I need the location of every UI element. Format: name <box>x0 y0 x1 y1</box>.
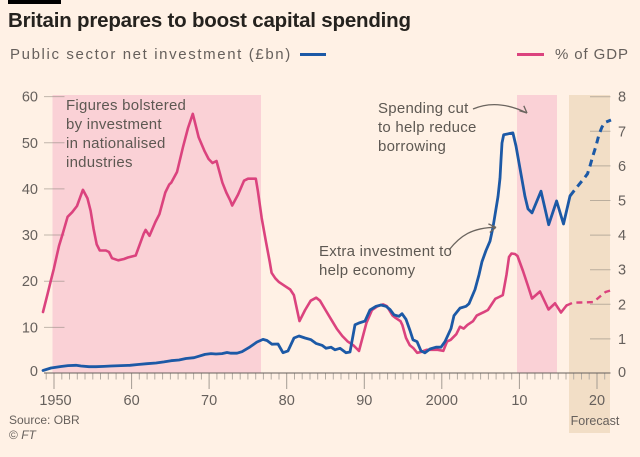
svg-text:20: 20 <box>22 274 38 290</box>
svg-text:60: 60 <box>22 90 38 106</box>
svg-text:30: 30 <box>22 228 38 244</box>
svg-text:0: 0 <box>30 364 38 380</box>
svg-text:1: 1 <box>618 332 626 348</box>
svg-text:2: 2 <box>618 297 626 313</box>
svg-text:60: 60 <box>124 393 140 409</box>
svg-text:90: 90 <box>356 393 372 409</box>
svg-text:8: 8 <box>618 90 626 106</box>
svg-text:80: 80 <box>279 393 295 409</box>
svg-text:3: 3 <box>618 263 626 279</box>
svg-text:5: 5 <box>618 194 626 210</box>
svg-text:7: 7 <box>618 124 626 140</box>
svg-text:10: 10 <box>22 320 38 336</box>
svg-text:6: 6 <box>618 159 626 175</box>
svg-text:40: 40 <box>22 182 38 198</box>
svg-text:0: 0 <box>618 365 626 381</box>
svg-text:20: 20 <box>589 393 605 409</box>
svg-text:50: 50 <box>22 136 38 152</box>
svg-text:1950: 1950 <box>39 393 71 409</box>
svg-text:2000: 2000 <box>426 393 458 409</box>
svg-text:4: 4 <box>618 228 626 244</box>
svg-text:70: 70 <box>201 393 217 409</box>
svg-text:10: 10 <box>511 393 527 409</box>
